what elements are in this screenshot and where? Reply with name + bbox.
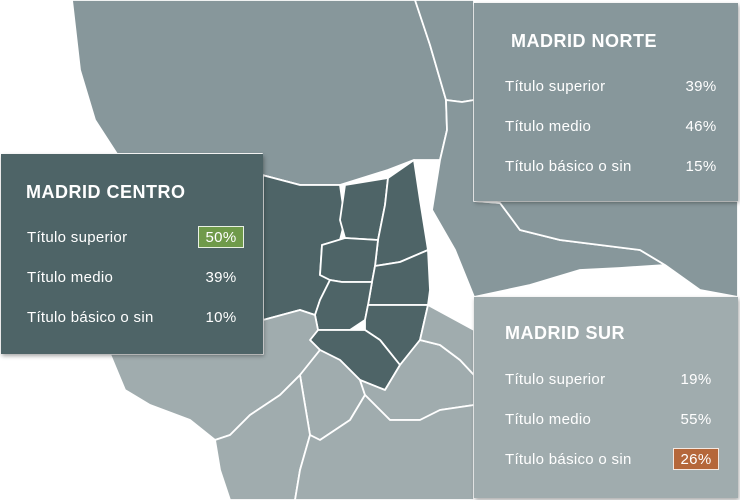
- region-title: MADRID CENTRO: [26, 182, 186, 202]
- region-title: MADRID SUR: [505, 323, 625, 343]
- stat-row: Título medio 39%: [1, 266, 263, 290]
- stat-row: Título medio 46%: [474, 115, 738, 139]
- stat-row: Título básico o sin 10%: [1, 306, 263, 330]
- stat-row: Título superior 50%: [1, 226, 263, 250]
- region-title: MADRID NORTE: [511, 31, 657, 51]
- stat-label: Título superior: [505, 78, 606, 95]
- stat-label: Título superior: [27, 229, 128, 246]
- district-centro-chamartin[interactable]: [374, 159, 429, 267]
- region-panel-madrid-sur: MADRID SUR Título superior 19% Título me…: [474, 297, 738, 498]
- district-sur-villaverde[interactable]: [214, 374, 311, 500]
- stat-row: Título básico o sin 26%: [474, 448, 738, 472]
- stat-row: Título medio 55%: [474, 408, 738, 432]
- district-sur-south[interactable]: [294, 394, 475, 500]
- stat-value-highlighted: 26%: [673, 448, 719, 470]
- stat-label: Título básico o sin: [505, 158, 632, 175]
- stat-value: 19%: [680, 371, 712, 388]
- stat-label: Título superior: [505, 371, 606, 388]
- stat-row: Título superior 19%: [474, 368, 738, 392]
- stat-label: Título básico o sin: [505, 451, 632, 468]
- stat-value: 15%: [685, 158, 717, 175]
- stat-value: 39%: [685, 78, 717, 95]
- stat-value: 46%: [685, 118, 717, 135]
- stat-label: Título medio: [505, 118, 592, 135]
- stat-row: Título básico o sin 15%: [474, 155, 738, 179]
- district-north-barajas[interactable]: [473, 200, 739, 298]
- stat-value: 10%: [205, 309, 237, 326]
- region-panel-madrid-centro: MADRID CENTRO Título superior 50% Título…: [1, 154, 263, 354]
- stat-label: Título básico o sin: [27, 309, 154, 326]
- stat-label: Título medio: [27, 269, 114, 286]
- stat-value-highlighted: 50%: [198, 226, 244, 248]
- district-centro-centro[interactable]: [314, 279, 373, 331]
- stat-value: 55%: [680, 411, 712, 428]
- stat-label: Título medio: [505, 411, 592, 428]
- region-panel-madrid-norte: MADRID NORTE Título superior 39% Título …: [474, 3, 738, 201]
- stat-value: 39%: [205, 269, 237, 286]
- stat-row: Título superior 39%: [474, 75, 738, 99]
- district-centro-chamberi[interactable]: [319, 237, 379, 283]
